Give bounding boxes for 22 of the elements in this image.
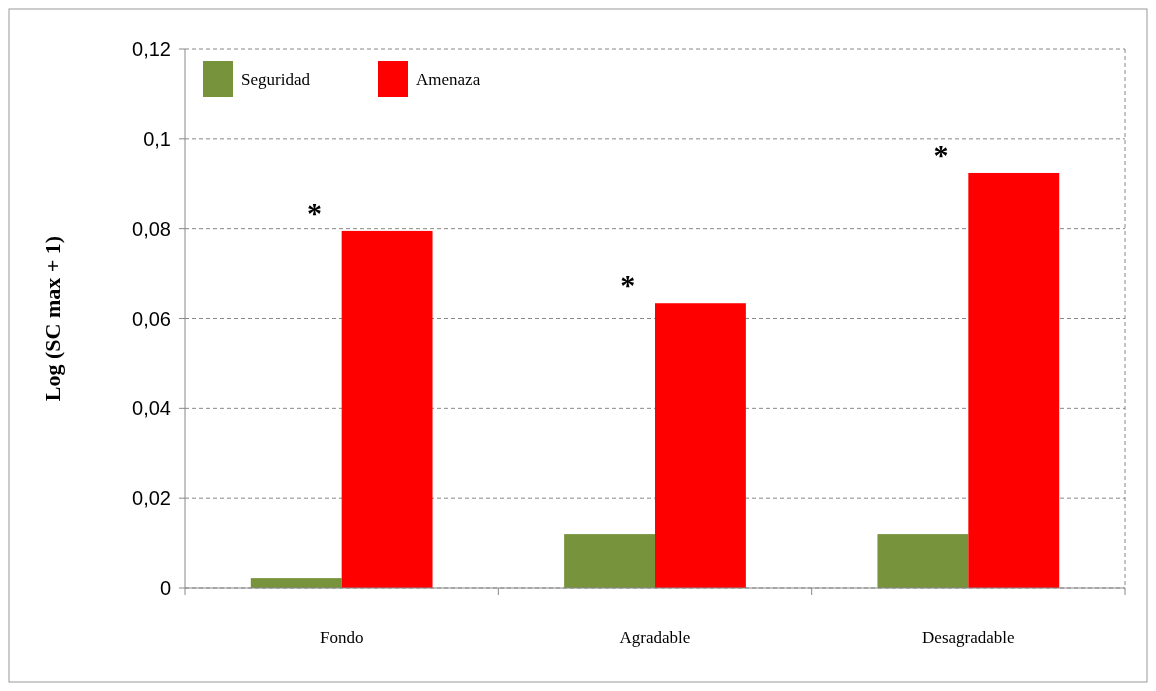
annotation: *: [306, 195, 322, 229]
x-tick-label: Agradable: [619, 628, 691, 647]
y-axis-title: Log (SC max + 1): [40, 235, 65, 402]
y-tick-label: 0: [159, 577, 171, 599]
y-tick-label: 0,1: [143, 127, 171, 150]
annotation: *: [620, 268, 636, 302]
y-tick-label: 0,08: [132, 217, 171, 240]
bar: [655, 303, 746, 588]
y-tick-label: 0,02: [132, 487, 171, 510]
legend-label: Amenaza: [416, 69, 481, 89]
bar: [250, 578, 342, 588]
legend-label: Seguridad: [241, 69, 311, 89]
annotation: *: [933, 137, 949, 171]
x-tick-label: Fondo: [319, 628, 364, 647]
x-tick-label: Desagradable: [922, 628, 1015, 647]
y-tick-label: 0,04: [132, 397, 171, 420]
y-tick-label: 0,06: [132, 307, 171, 330]
bar: [877, 534, 969, 588]
bar: [341, 230, 433, 588]
bar: [968, 172, 1060, 588]
y-tick-label: 0,12: [132, 38, 171, 60]
bar: [564, 534, 655, 588]
